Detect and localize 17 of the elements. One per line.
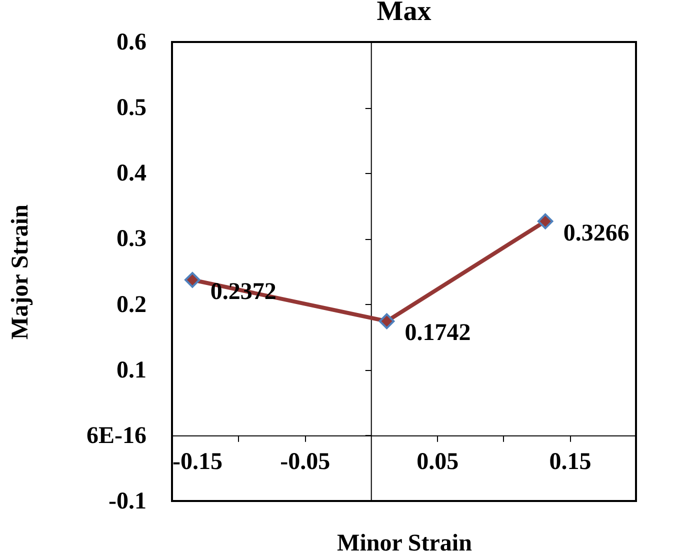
y-tick-label: 0.4 (116, 160, 146, 187)
y-tick-label: 0.2 (116, 292, 146, 318)
x-axis-title: Minor Strain (337, 530, 472, 556)
y-tick-label: 0.6 (116, 30, 146, 56)
y-tick-label: 6E-16 (86, 422, 146, 449)
chart-title: Max (376, 0, 432, 27)
data-label: 0.1742 (404, 320, 471, 346)
x-tick-label: -0.05 (280, 448, 330, 475)
x-tick-label: 0.15 (549, 448, 592, 475)
y-tick-label: 0.1 (116, 357, 146, 384)
x-tick-label: -0.15 (172, 448, 222, 475)
data-label: 0.3266 (563, 220, 630, 246)
y-axis-title: Major Strain (8, 204, 34, 340)
x-tick-label: 0.05 (416, 448, 459, 475)
y-tick-label: 0.5 (116, 95, 146, 122)
y-tick-label: -0.1 (108, 488, 146, 514)
y-tick-label: 0.3 (116, 226, 146, 252)
